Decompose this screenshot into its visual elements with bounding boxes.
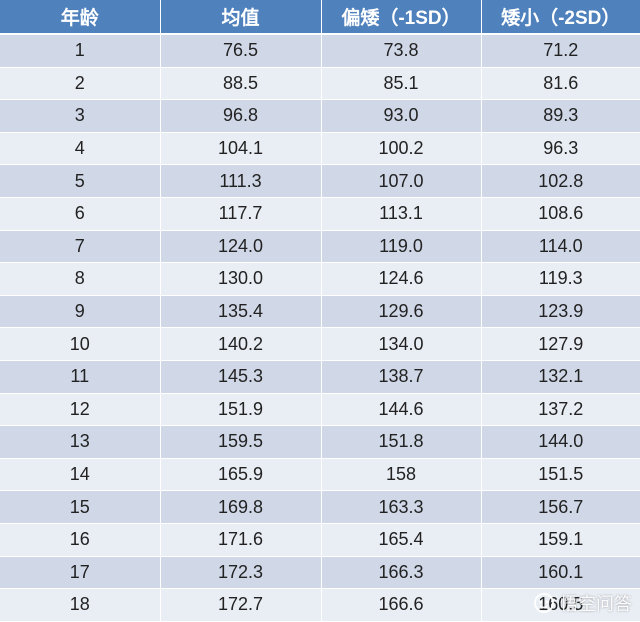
cell-mean: 96.8 [160,99,322,133]
header-age: 年龄 [0,0,161,35]
cell-short-2sd: 160.5 [481,588,640,622]
cell-age: 8 [0,262,161,296]
cell-mean: 111.3 [160,164,322,198]
table-row: 2 88.5 85.1 81.6 [0,67,640,101]
table-row: 16 171.6 165.4 159.1 [0,523,640,557]
cell-short-1sd: 85.1 [321,67,482,101]
table-row: 6 117.7 113.1 108.6 [0,197,640,231]
header-short-2sd: 矮小（-2SD） [481,0,640,35]
cell-mean: 172.3 [160,556,322,590]
cell-mean: 76.5 [160,34,322,68]
table-row: 9 135.4 129.6 123.9 [0,295,640,329]
table-row: 13 159.5 151.8 144.0 [0,425,640,459]
cell-short-2sd: 102.8 [481,164,640,198]
cell-short-2sd: 160.1 [481,556,640,590]
cell-mean: 124.0 [160,230,322,264]
cell-age: 11 [0,360,161,394]
cell-short-1sd: 166.3 [321,556,482,590]
cell-short-1sd: 129.6 [321,295,482,329]
header-mean: 均值 [160,0,322,35]
table-row: 4 104.1 100.2 96.3 [0,132,640,166]
cell-short-1sd: 134.0 [321,327,482,361]
table-row: 14 165.9 158 151.5 [0,458,640,492]
cell-short-2sd: 144.0 [481,425,640,459]
cell-age: 16 [0,523,161,557]
cell-mean: 165.9 [160,458,322,492]
cell-short-2sd: 151.5 [481,458,640,492]
cell-short-2sd: 114.0 [481,230,640,264]
table-row: 5 111.3 107.0 102.8 [0,164,640,198]
cell-age: 12 [0,393,161,427]
cell-mean: 140.2 [160,327,322,361]
cell-short-2sd: 123.9 [481,295,640,329]
cell-short-2sd: 127.9 [481,327,640,361]
cell-short-1sd: 166.6 [321,588,482,622]
cell-age: 1 [0,34,161,68]
cell-age: 5 [0,164,161,198]
cell-short-1sd: 73.8 [321,34,482,68]
cell-short-2sd: 159.1 [481,523,640,557]
cell-mean: 135.4 [160,295,322,329]
cell-age: 9 [0,295,161,329]
cell-mean: 151.9 [160,393,322,427]
cell-short-2sd: 81.6 [481,67,640,101]
table-row: 11 145.3 138.7 132.1 [0,360,640,394]
cell-short-1sd: 113.1 [321,197,482,231]
cell-age: 2 [0,67,161,101]
cell-short-2sd: 132.1 [481,360,640,394]
cell-mean: 171.6 [160,523,322,557]
cell-age: 14 [0,458,161,492]
cell-short-1sd: 158 [321,458,482,492]
cell-short-2sd: 108.6 [481,197,640,231]
table-header: 年龄 均值 偏矮（-1SD） 矮小（-2SD） [0,0,640,35]
cell-short-1sd: 119.0 [321,230,482,264]
cell-short-1sd: 124.6 [321,262,482,296]
table-row: 3 96.8 93.0 89.3 [0,99,640,133]
cell-short-2sd: 156.7 [481,490,640,524]
cell-short-1sd: 165.4 [321,523,482,557]
cell-mean: 159.5 [160,425,322,459]
cell-mean: 104.1 [160,132,322,166]
cell-mean: 169.8 [160,490,322,524]
table-row: 17 172.3 166.3 160.1 [0,556,640,590]
cell-age: 3 [0,99,161,133]
table-row: 18 172.7 166.6 160.5 [0,588,640,622]
cell-mean: 145.3 [160,360,322,394]
cell-age: 13 [0,425,161,459]
cell-age: 4 [0,132,161,166]
cell-short-1sd: 151.8 [321,425,482,459]
cell-age: 15 [0,490,161,524]
cell-short-1sd: 138.7 [321,360,482,394]
cell-mean: 172.7 [160,588,322,622]
cell-short-2sd: 119.3 [481,262,640,296]
cell-age: 7 [0,230,161,264]
cell-mean: 88.5 [160,67,322,101]
table-row: 7 124.0 119.0 114.0 [0,230,640,264]
table-row: 15 169.8 163.3 156.7 [0,490,640,524]
cell-short-2sd: 89.3 [481,99,640,133]
table-row: 10 140.2 134.0 127.9 [0,327,640,361]
cell-age: 6 [0,197,161,231]
header-row: 年龄 均值 偏矮（-1SD） 矮小（-2SD） [0,0,640,35]
cell-short-1sd: 100.2 [321,132,482,166]
cell-short-2sd: 71.2 [481,34,640,68]
table-row: 8 130.0 124.6 119.3 [0,262,640,296]
cell-short-1sd: 163.3 [321,490,482,524]
cell-mean: 117.7 [160,197,322,231]
table-body: 1 76.5 73.8 71.2 2 88.5 85.1 81.6 3 96.8 93.0 89.3 4… [0,34,640,622]
cell-mean: 130.0 [160,262,322,296]
cell-short-1sd: 93.0 [321,99,482,133]
cell-short-2sd: 137.2 [481,393,640,427]
cell-age: 17 [0,556,161,590]
cell-short-1sd: 107.0 [321,164,482,198]
cell-short-2sd: 96.3 [481,132,640,166]
header-short-1sd: 偏矮（-1SD） [321,0,482,35]
cell-short-1sd: 144.6 [321,393,482,427]
cell-age: 10 [0,327,161,361]
table-row: 12 151.9 144.6 137.2 [0,393,640,427]
table-row: 1 76.5 73.8 71.2 [0,34,640,68]
cell-age: 18 [0,588,161,622]
